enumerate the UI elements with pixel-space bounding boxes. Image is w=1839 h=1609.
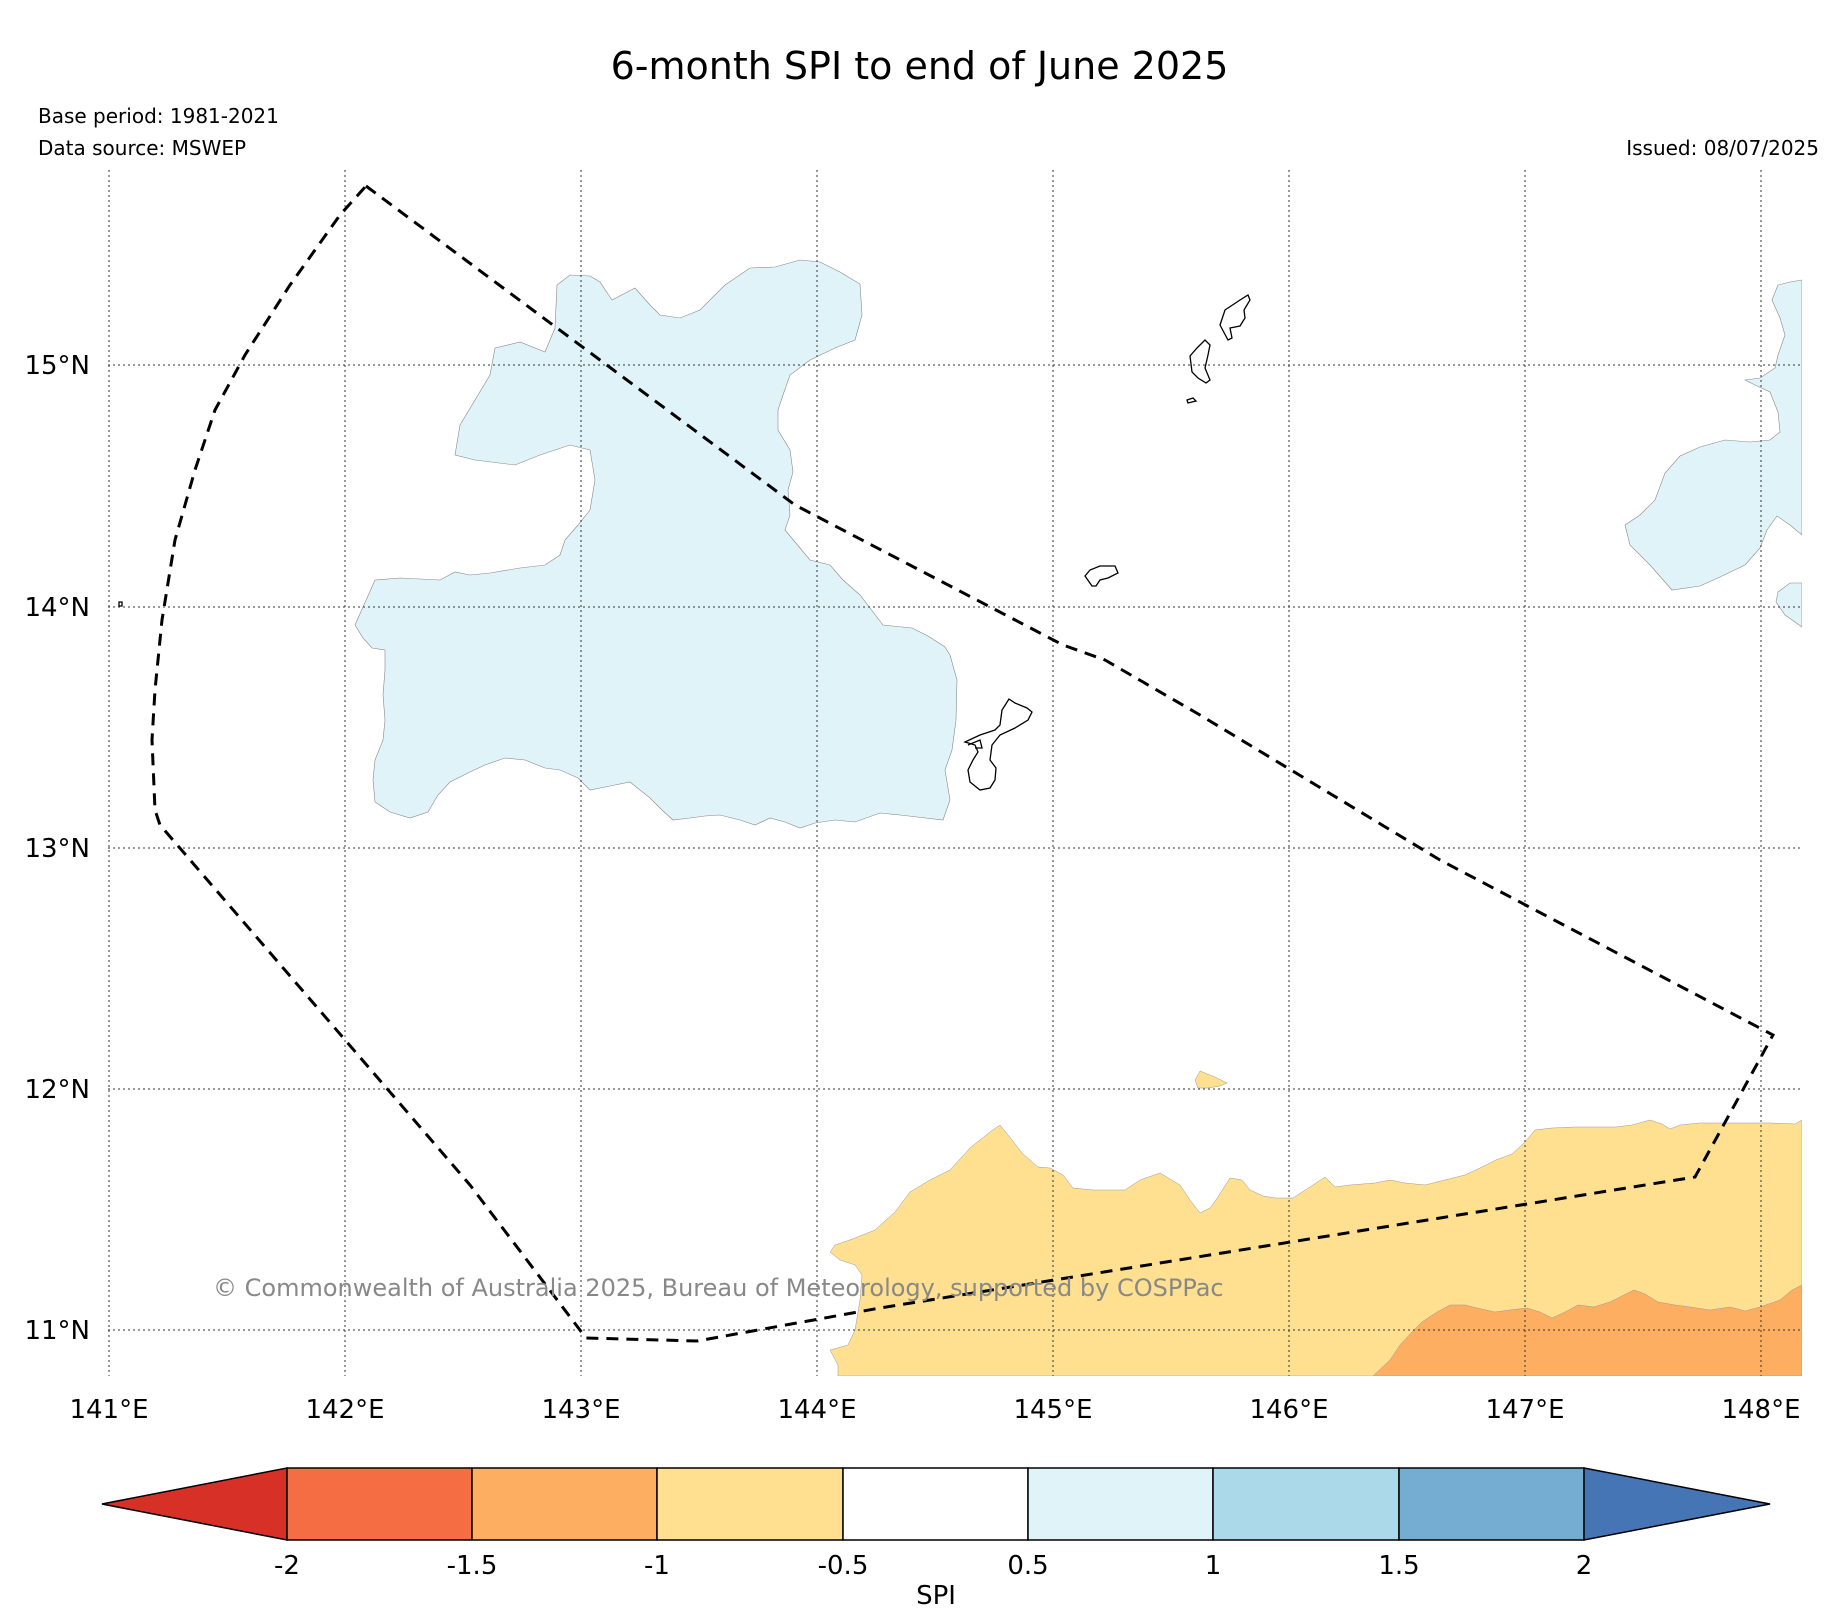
- island-north-top: [1219, 294, 1251, 341]
- lon-tick: 145°E: [1013, 1395, 1092, 1425]
- copyright-text: © Commonwealth of Australia 2025, Bureau…: [213, 1274, 1224, 1302]
- colorbar-segment: [1212, 1467, 1400, 1541]
- island-west-dot: [118, 601, 123, 607]
- lon-tick: 148°E: [1721, 1395, 1800, 1425]
- island-south-detail: [967, 739, 983, 749]
- spi-area-dry-mild: [829, 1119, 1802, 1376]
- lat-tick: 14°N: [24, 593, 90, 623]
- colorbar-tick: -1: [644, 1551, 670, 1581]
- map-title: 6-month SPI to end of June 2025: [610, 44, 1229, 88]
- colorbar-tick: -0.5: [818, 1551, 869, 1581]
- colorbar: [101, 1467, 1771, 1541]
- spi-area-wet-east: [1624, 279, 1802, 591]
- lat-tick: 11°N: [24, 1316, 90, 1346]
- colorbar-segment: [286, 1467, 473, 1541]
- island-south: [963, 698, 1033, 791]
- colorbar-tick: -2: [274, 1551, 300, 1581]
- colorbar-label: SPI: [916, 1581, 956, 1609]
- colorbar-extend-low: [101, 1467, 288, 1541]
- lon-tick-labels: 141°E 142°E 143°E 144°E 145°E 146°E 147°…: [69, 1395, 1800, 1425]
- lon-tick: 146°E: [1249, 1395, 1328, 1425]
- base-period-text: Base period: 1981-2021: [38, 104, 279, 128]
- colorbar-segment: [471, 1467, 658, 1541]
- colorbar-segment: [842, 1467, 1029, 1541]
- lon-tick: 142°E: [305, 1395, 384, 1425]
- gridlines: [108, 170, 1802, 1376]
- spi-area-dry-islet: [1194, 1070, 1228, 1089]
- lat-tick: 15°N: [24, 351, 90, 381]
- lon-tick: 144°E: [777, 1395, 856, 1425]
- region-boundary: [150, 183, 1776, 1343]
- colorbar-tick: 1: [1205, 1551, 1222, 1581]
- lat-tick: 12°N: [24, 1075, 90, 1105]
- spi-area-wet-west: [354, 259, 958, 829]
- colorbar-tick: 2: [1576, 1551, 1593, 1581]
- lon-tick: 143°E: [541, 1395, 620, 1425]
- coastline-islands: [118, 294, 1251, 791]
- spi-area-dry-moderate: [1372, 1284, 1802, 1376]
- colorbar-segment: [1398, 1467, 1585, 1541]
- colorbar-extend-high: [1583, 1467, 1771, 1541]
- colorbar-segment: [1027, 1467, 1214, 1541]
- map-area: © Commonwealth of Australia 2025, Bureau…: [108, 170, 1802, 1376]
- lat-tick-labels: 11°N 12°N 13°N 14°N 15°N: [24, 351, 90, 1346]
- lon-tick: 147°E: [1485, 1395, 1564, 1425]
- spi-area-wet-east-small: [1775, 582, 1802, 628]
- island-north: [1189, 339, 1211, 384]
- issued-date-text: Issued: 08/07/2025: [1626, 136, 1819, 160]
- colorbar-tick-labels: -2 -1.5 -1 -0.5 0.5 1 1.5 2 SPI: [274, 1551, 1592, 1609]
- island-mid: [1084, 565, 1119, 587]
- island-north-small: [1186, 397, 1198, 404]
- data-source-text: Data source: MSWEP: [38, 136, 247, 160]
- lat-tick: 13°N: [24, 834, 90, 864]
- colorbar-tick: 0.5: [1007, 1551, 1048, 1581]
- colorbar-tick: -1.5: [447, 1551, 498, 1581]
- lon-tick: 141°E: [69, 1395, 148, 1425]
- colorbar-tick: 1.5: [1378, 1551, 1419, 1581]
- colorbar-segment: [656, 1467, 844, 1541]
